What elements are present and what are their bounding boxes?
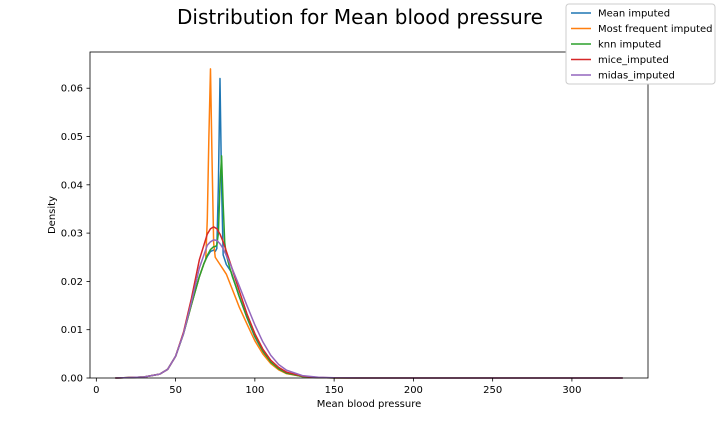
series-lines xyxy=(115,68,623,379)
legend-label-4: midas_imputed xyxy=(598,71,675,82)
series-line-2 xyxy=(115,155,623,379)
y-tick-label-1: 0.01 xyxy=(61,325,83,336)
series-line-1 xyxy=(115,68,623,379)
y-tick-label-2: 0.02 xyxy=(61,277,83,288)
x-tick-label-4: 200 xyxy=(404,385,423,396)
legend-label-1: Most frequent imputed xyxy=(598,24,713,35)
legend: Mean imputed Most frequent imputed knn imp… xyxy=(565,3,716,85)
y-axis-label: Density xyxy=(47,196,58,234)
x-tick-label-6: 300 xyxy=(562,385,581,396)
x-axis-label: Mean blood pressure xyxy=(317,399,422,410)
x-tick-label-3: 150 xyxy=(325,385,344,396)
legend-label-3: mice_imputed xyxy=(598,55,669,66)
y-tick-label-5: 0.05 xyxy=(61,132,83,143)
series-line-0 xyxy=(115,77,623,379)
plot-area xyxy=(89,51,649,379)
x-axis-ticks: 0 50 100 150 200 250 300 xyxy=(93,378,581,396)
y-tick-label-3: 0.03 xyxy=(61,229,83,240)
x-tick-label-1: 50 xyxy=(169,385,182,396)
legend-label-0: Mean imputed xyxy=(598,9,670,20)
plot-frame xyxy=(89,51,649,379)
legend-label-2: knn imputed xyxy=(598,40,661,51)
series-line-4 xyxy=(115,239,623,379)
y-tick-label-6: 0.06 xyxy=(61,84,83,95)
legend-items: Mean imputed Most frequent imputed knn imp… xyxy=(571,9,713,82)
x-tick-label-2: 100 xyxy=(245,385,264,396)
chart-title: Distribution for Mean blood pressure xyxy=(177,5,543,29)
y-tick-label-0: 0.00 xyxy=(61,374,83,385)
y-tick-label-4: 0.04 xyxy=(61,180,83,191)
y-axis-ticks: 0.00 0.01 0.02 0.03 0.04 0.05 0.06 xyxy=(61,84,90,385)
x-tick-label-0: 0 xyxy=(93,385,99,396)
legend-box xyxy=(565,3,716,85)
x-tick-label-5: 250 xyxy=(483,385,502,396)
